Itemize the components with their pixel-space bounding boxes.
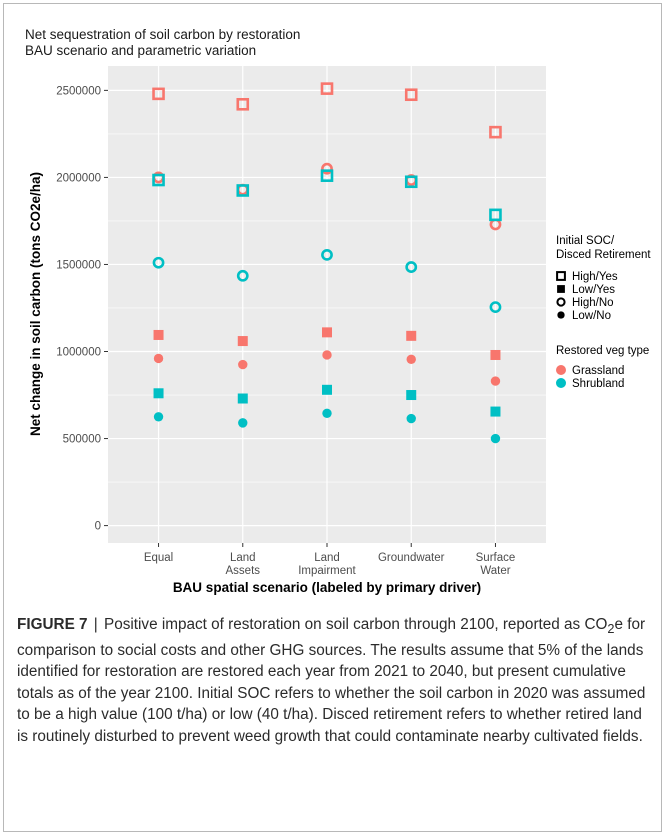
figure-caption: FIGURE 7 | Positive impact of restoratio… [17,614,647,748]
legend-shape-label: Low/No [572,310,611,322]
data-point [322,350,332,360]
x-tick-label: Surface Water [476,552,516,577]
figure-label: FIGURE 7 [17,616,88,633]
data-point [405,261,418,273]
data-point [322,384,332,395]
figure-frame [3,3,662,832]
data-point [238,359,248,370]
y-tick-label: 2500000 [56,85,101,97]
data-point [153,388,164,399]
y-tick-label: 0 [95,521,101,533]
legend-color-label: Grassland [572,365,624,377]
data-point [322,327,332,338]
data-point [320,82,334,95]
data-point [236,97,250,111]
data-point [321,162,333,175]
legend-color-marker [556,378,566,388]
legend-shape-label: High/No [572,297,614,309]
chart-subtitle: BAU scenario and parametric variation [25,43,256,58]
legend-shape-marker [557,285,565,293]
data-point [406,413,416,424]
data-point [236,184,250,197]
legend-color-marker [556,365,566,375]
x-tick-label: Land Assets [226,552,261,577]
legend-shape-marker [556,271,566,281]
data-point [490,349,501,360]
legend-shape-title: Disced Retirement [556,249,651,261]
x-tick-label: Groundwater [378,552,445,564]
legend-shape-label: High/Yes [572,271,618,283]
chart-title: Net sequestration of soil carbon by rest… [25,27,300,42]
data-point [406,390,417,401]
legend-shape-marker [557,311,565,319]
legend-shape-marker [556,297,566,307]
legend-shape-title: Initial SOC/ [556,235,615,247]
data-point [237,393,248,404]
data-point [152,87,165,101]
y-tick-label: 1500000 [56,259,101,271]
y-tick-label: 1000000 [56,347,101,359]
y-axis-label: Net change in soil carbon (tons CO2e/ha) [28,172,43,436]
data-point [238,418,248,428]
caption-subscript: 2 [607,621,615,637]
x-tick-label: Land Impairment [298,552,356,577]
data-point [490,406,501,417]
x-tick-label: Equal [144,552,173,564]
data-point [152,173,165,187]
data-point [489,208,502,222]
data-point [490,376,501,386]
legend-color-title: Restored veg type [556,345,649,357]
data-point [489,301,502,314]
legend-shape-label: Low/Yes [572,284,615,296]
y-tick-label: 500000 [63,434,101,446]
data-point [406,354,416,365]
data-point [321,248,333,261]
data-point [236,269,249,282]
data-point [320,169,334,182]
data-point [490,433,501,444]
data-point [152,256,165,269]
data-point [237,336,248,347]
x-axis: Equal Land Assets Land Impairment Groundwater… [144,543,515,577]
caption-text-2: e for comparison to social costs and oth… [17,616,646,746]
data-point [322,408,332,419]
data-point [489,125,502,139]
data-point [153,412,164,422]
y-axis: 0 500000 1000000 1500000 2000000 2500000 [56,85,108,533]
y-tick-label: 2000000 [56,172,101,184]
data-point [404,175,418,189]
caption-separator: | [93,616,98,633]
gridlines [108,66,546,543]
legend-color-label: Shrubland [572,378,624,390]
data-point [404,88,418,102]
scatter-chart: Net sequestration of soil carbon by rest… [25,27,651,595]
data-point [153,329,164,340]
legend: Initial SOC/Disced RetirementHigh/YesLow… [556,235,651,390]
caption-text-1: Positive impact of restoration on soil c… [104,616,608,633]
data-point [153,353,164,364]
x-axis-label: BAU spatial scenario (labeled by primary… [173,580,481,595]
data-point [406,330,417,341]
data-points [152,82,502,444]
